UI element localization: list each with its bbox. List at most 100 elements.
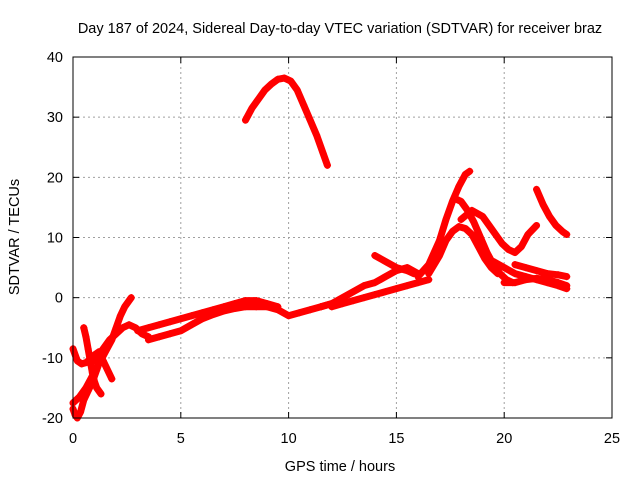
- data-point: [328, 303, 336, 311]
- data-point: [84, 345, 92, 353]
- data-point: [382, 258, 390, 266]
- data-point: [252, 303, 260, 311]
- data-point: [134, 327, 142, 335]
- data-point: [280, 74, 288, 82]
- data-point: [78, 360, 86, 368]
- y-tick-label: -10: [42, 351, 63, 367]
- series-track-10: [328, 276, 433, 311]
- data-point: [476, 234, 484, 241]
- data-point: [371, 252, 379, 260]
- data-point: [382, 273, 390, 281]
- data-point: [511, 249, 519, 257]
- data-point: [313, 131, 321, 139]
- data-point: [485, 221, 493, 229]
- data-point: [552, 221, 560, 229]
- data-point: [554, 271, 562, 279]
- y-tick-label: 10: [47, 231, 63, 247]
- data-point: [500, 279, 508, 287]
- series-band: [241, 74, 331, 169]
- data-point: [241, 116, 249, 124]
- data-point: [371, 291, 379, 299]
- data-point: [95, 360, 103, 368]
- data-point: [88, 372, 96, 380]
- data-series: [69, 74, 571, 422]
- data-point: [563, 230, 571, 238]
- data-point: [533, 276, 541, 284]
- data-point: [455, 182, 463, 190]
- x-tick-labels: 0 5 10 15 20 25: [69, 431, 620, 447]
- data-point: [543, 270, 551, 278]
- data-point: [306, 306, 314, 314]
- data-point: [511, 279, 519, 287]
- data-point: [505, 246, 513, 254]
- data-point: [82, 384, 90, 392]
- data-point: [144, 336, 152, 344]
- data-point: [442, 237, 450, 245]
- data-point: [209, 311, 217, 319]
- data-point: [188, 321, 196, 329]
- data-point: [248, 104, 256, 112]
- data-point: [466, 167, 474, 175]
- data-point: [188, 312, 196, 320]
- data-point: [448, 227, 456, 235]
- y-tick-label: -20: [42, 411, 63, 427]
- data-point: [498, 240, 506, 248]
- data-point: [80, 324, 88, 332]
- data-point: [106, 336, 114, 344]
- data-point: [86, 360, 94, 368]
- data-point: [533, 221, 541, 229]
- x-tick-label: 0: [69, 431, 77, 447]
- data-point: [252, 297, 260, 305]
- data-point: [339, 300, 346, 308]
- data-point: [121, 303, 129, 311]
- data-point: [339, 294, 346, 302]
- data-point: [425, 276, 433, 284]
- data-point: [468, 230, 476, 238]
- data-point: [73, 357, 81, 365]
- data-point: [241, 297, 249, 305]
- data-point: [155, 321, 163, 329]
- data-point: [93, 354, 101, 362]
- data-point: [522, 264, 530, 272]
- data-point: [360, 294, 368, 302]
- plot-frame: [72, 56, 613, 419]
- x-tick-label: 25: [604, 431, 620, 447]
- data-point: [533, 267, 541, 275]
- data-point: [492, 230, 500, 238]
- data-point: [293, 86, 301, 94]
- y-axis-label: SDTVAR / TECUs: [7, 179, 23, 295]
- y-tick-label: 20: [47, 170, 63, 186]
- data-point: [403, 267, 411, 275]
- data-point: [457, 197, 465, 205]
- data-point: [254, 95, 262, 103]
- series-track-17: [511, 261, 571, 281]
- data-point: [103, 366, 111, 374]
- data-point: [522, 273, 530, 281]
- y-tick-label: 30: [47, 110, 63, 126]
- data-point: [371, 279, 379, 287]
- data-point: [177, 315, 185, 323]
- data-point: [360, 282, 368, 290]
- data-point: [539, 200, 547, 208]
- data-point: [436, 252, 444, 260]
- y-tick-labels: -20 -10 0 10 20 30 40: [42, 50, 63, 427]
- data-point: [468, 206, 476, 214]
- data-point: [461, 170, 469, 178]
- data-point: [511, 270, 519, 278]
- data-point: [144, 324, 152, 332]
- y-tick-label: 40: [47, 50, 63, 66]
- data-point: [125, 321, 133, 329]
- data-point: [261, 86, 269, 94]
- data-point: [77, 408, 85, 416]
- data-point: [82, 333, 90, 341]
- grid-lines: [73, 57, 612, 418]
- data-point: [442, 215, 450, 223]
- data-point: [263, 303, 271, 311]
- data-point: [155, 333, 163, 341]
- data-point: [554, 282, 562, 290]
- data-point: [274, 306, 282, 314]
- data-point: [75, 393, 83, 401]
- chart-title: Day 187 of 2024, Sidereal Day-to-day VTE…: [78, 21, 602, 37]
- data-point: [287, 77, 295, 85]
